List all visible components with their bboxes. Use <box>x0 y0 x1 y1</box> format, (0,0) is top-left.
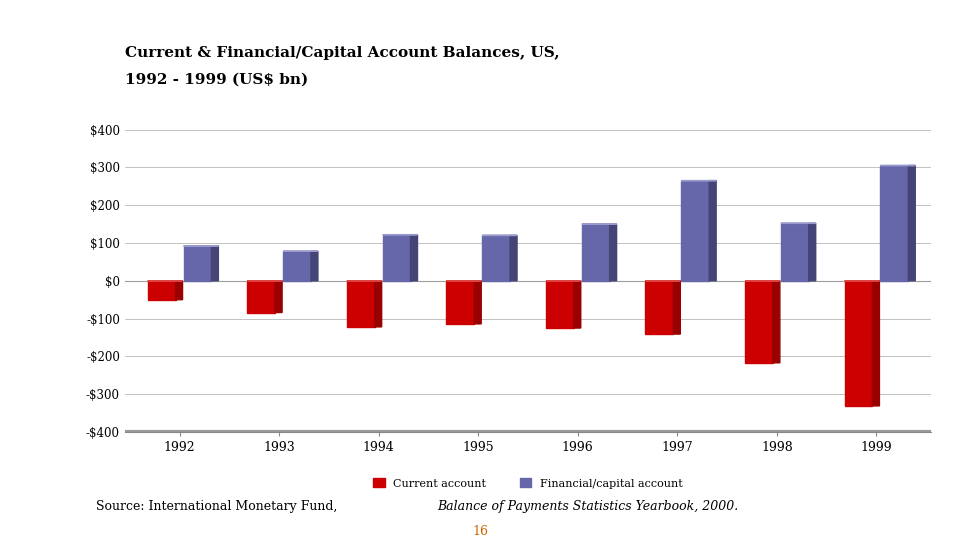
Bar <box>383 235 411 281</box>
Bar <box>347 281 374 327</box>
Polygon shape <box>873 281 879 406</box>
Bar <box>148 281 176 300</box>
Bar <box>780 224 808 281</box>
Polygon shape <box>808 224 816 281</box>
Text: Balance of Payments Statistics Yearbook, 2000.: Balance of Payments Statistics Yearbook,… <box>437 500 738 514</box>
Polygon shape <box>311 251 318 281</box>
Polygon shape <box>411 235 418 281</box>
Bar <box>248 281 276 313</box>
Polygon shape <box>276 281 282 313</box>
Bar <box>880 165 908 281</box>
Bar <box>482 235 510 281</box>
Polygon shape <box>908 165 915 281</box>
Bar <box>645 281 673 334</box>
Bar <box>845 281 873 406</box>
Polygon shape <box>610 224 616 281</box>
Polygon shape <box>773 281 780 363</box>
Text: Current & Financial/Capital Account Balances, US,: Current & Financial/Capital Account Bala… <box>125 46 560 60</box>
Bar <box>582 224 610 281</box>
Bar <box>745 281 773 363</box>
Bar <box>546 281 574 328</box>
Legend: Current account, Financial/capital account: Current account, Financial/capital accou… <box>369 474 687 493</box>
Polygon shape <box>510 235 517 281</box>
Polygon shape <box>673 281 681 334</box>
Bar <box>283 251 311 281</box>
Polygon shape <box>474 281 481 324</box>
Polygon shape <box>374 281 382 327</box>
Bar <box>183 246 211 281</box>
Text: 16: 16 <box>472 524 488 538</box>
Polygon shape <box>709 180 716 281</box>
Text: 1992 - 1999 (US$ bn): 1992 - 1999 (US$ bn) <box>125 73 308 87</box>
Polygon shape <box>574 281 581 328</box>
Polygon shape <box>211 246 218 281</box>
Polygon shape <box>176 281 182 300</box>
Bar <box>446 281 474 324</box>
Bar <box>682 180 709 281</box>
Text: Source: International Monetary Fund,: Source: International Monetary Fund, <box>96 500 342 514</box>
